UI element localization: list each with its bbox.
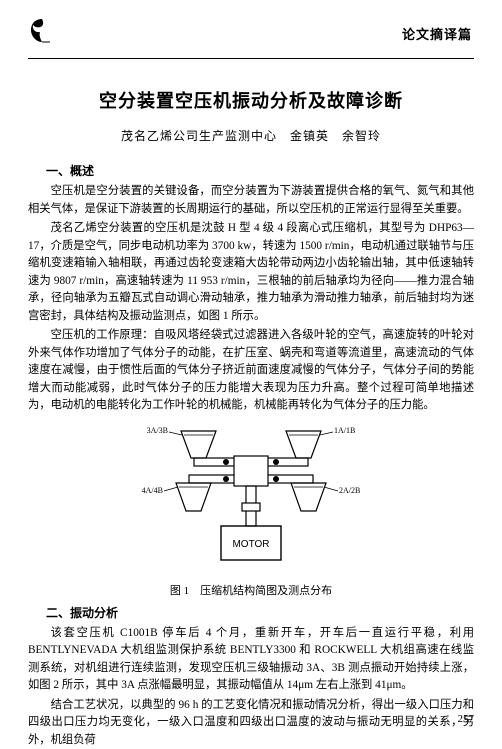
section1-para1: 空压机是空分装置的关键设备，而空分装置为下游装置提供合格的氧气、氮气和其他相关气… bbox=[28, 183, 474, 218]
label-1a1b: 1A/1B bbox=[334, 426, 355, 435]
motor-label: MOTOR bbox=[232, 539, 269, 550]
section2-heading: 二、振动分析 bbox=[46, 604, 474, 621]
logo-icon bbox=[28, 18, 56, 49]
figure1-caption: 图 1 压缩机结构简图及测点分布 bbox=[28, 582, 474, 598]
header-row: 论文摘译篇 bbox=[28, 18, 474, 50]
page-container: 论文摘译篇 空分装置空压机振动分析及故障诊断 茂名乙烯公司生产监测中心 金镇英 … bbox=[0, 0, 502, 733]
section1-para2: 茂名乙烯空分装置的空压机是沈鼓 H 型 4 级 4 段离心式压缩机，其型号为 D… bbox=[28, 220, 474, 325]
label-2a2b: 2A/2B bbox=[339, 486, 360, 495]
label-3a3b: 3A/3B bbox=[147, 426, 168, 435]
header-section-label: 论文摘译篇 bbox=[402, 24, 472, 43]
section1-heading: 一、概述 bbox=[46, 162, 474, 179]
label-4a4b: 4A/4B bbox=[142, 486, 163, 495]
article-title: 空分装置空压机振动分析及故障诊断 bbox=[28, 87, 474, 113]
section1-para3: 空压机的工作原理：自吸风塔经袋式过滤器进入各级叶轮的空气，高速旋转的叶轮对外来气… bbox=[28, 327, 474, 415]
author-line: 茂名乙烯公司生产监测中心 金镇英 余智玲 bbox=[28, 127, 474, 144]
page-number: 257 bbox=[458, 713, 475, 725]
section2-para1: 该套空压机 C1001B 停车后 4 个月，重新开车，开车后一直运行平稳，利用 … bbox=[28, 625, 474, 695]
section2-para2: 结合工艺状况，以典型的 96 h 的工艺变化情况和振动情况分析，得出一级入口压力… bbox=[28, 697, 474, 749]
figure1: MOTOR 3A/3B 1A/1B 4A/4B 2A/2B 图 1 压缩机结构简… bbox=[28, 423, 474, 598]
header-rule bbox=[28, 58, 474, 59]
compressor-diagram-icon: MOTOR 3A/3B 1A/1B 4A/4B 2A/2B bbox=[136, 423, 366, 573]
